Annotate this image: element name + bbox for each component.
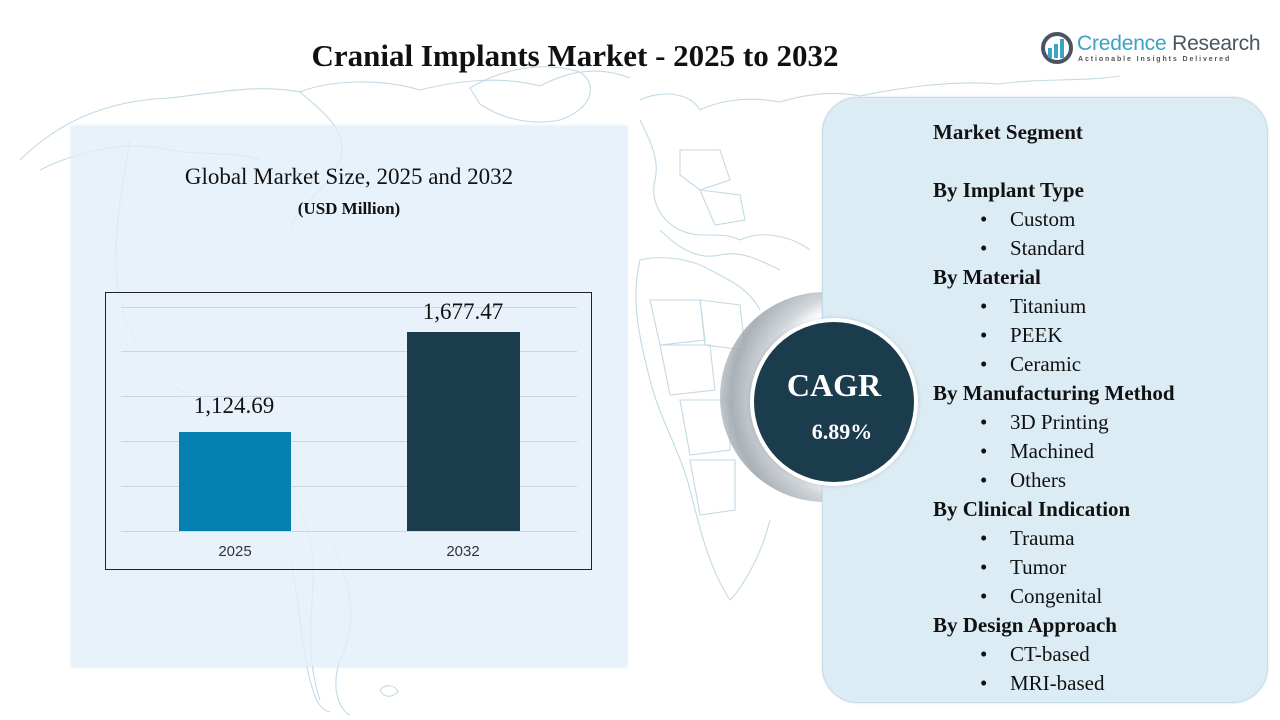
bullet-icon: • xyxy=(980,207,988,231)
segment-item: • Trauma xyxy=(933,524,1175,553)
bullet-icon: • xyxy=(980,352,988,376)
bullet-icon: • xyxy=(980,671,988,695)
bullet-icon: • xyxy=(980,439,988,463)
segment-item-label: MRI-based xyxy=(1010,671,1105,695)
gridline xyxy=(121,441,577,442)
segment-item-label: Custom xyxy=(1010,207,1076,231)
segment-item: • Machined xyxy=(933,437,1175,466)
segment-item-label: Ceramic xyxy=(1010,352,1082,376)
cagr-badge: CAGR 6.89% xyxy=(750,318,918,486)
segment-item: • Standard xyxy=(933,234,1175,263)
credence-research-logo: Credence Research Actionable Insights De… xyxy=(1040,31,1261,71)
bullet-icon: • xyxy=(980,584,988,608)
segment-group-design-approach: By Design Approach xyxy=(933,613,1117,637)
segment-item: • Congenital xyxy=(933,582,1175,611)
bullet-icon: • xyxy=(980,294,988,318)
bullet-icon: • xyxy=(980,555,988,579)
bullet-icon: • xyxy=(980,236,988,260)
cagr-label: CAGR xyxy=(786,367,882,403)
gridline xyxy=(121,396,577,397)
segment-item: • MRI-based xyxy=(933,669,1175,698)
logo-name-part2: Research xyxy=(1166,32,1261,55)
segment-item: • 3D Printing xyxy=(933,408,1175,437)
gridline xyxy=(121,351,577,352)
segment-item-label: Machined xyxy=(1010,439,1094,463)
bar-2032[interactable] xyxy=(407,332,520,531)
bullet-icon: • xyxy=(980,526,988,550)
segment-panel-title: Market Segment xyxy=(933,120,1083,144)
segment-item: • Titanium xyxy=(933,292,1175,321)
bar-2025[interactable] xyxy=(179,432,291,531)
segment-item: • Ceramic xyxy=(933,350,1175,379)
x-axis-label-2032: 2032 xyxy=(446,543,480,560)
bar-chart: 1,124.69 1,677.47 2025 2032 xyxy=(105,292,592,570)
bullet-icon: • xyxy=(980,468,988,492)
segment-item: • CT-based xyxy=(933,640,1175,669)
segment-item-label: 3D Printing xyxy=(1010,410,1109,434)
segment-group-clinical-indication: By Clinical Indication xyxy=(933,497,1131,521)
gridline xyxy=(121,307,577,308)
segment-group-material: By Material xyxy=(933,265,1041,289)
segment-item-label: Titanium xyxy=(1010,294,1087,318)
segment-item: • PEEK xyxy=(933,321,1175,350)
gridline xyxy=(121,486,577,487)
x-axis-label-2025: 2025 xyxy=(218,543,252,560)
segment-item-label: Trauma xyxy=(1010,526,1075,550)
segment-item-label: Tumor xyxy=(1010,555,1067,579)
segment-group-manufacturing-method: By Manufacturing Method xyxy=(933,381,1175,405)
segment-item-label: CT-based xyxy=(1010,642,1090,666)
bar-value-label-2025: 1,124.69 xyxy=(193,393,275,418)
bullet-icon: • xyxy=(980,323,988,347)
segment-item: • Tumor xyxy=(933,553,1175,582)
segment-item-label: Congenital xyxy=(1010,584,1103,608)
logo-name-part1: Credence xyxy=(1077,32,1167,55)
chart-unit-subtitle: (USD Million) xyxy=(297,199,401,218)
segment-item: • Custom xyxy=(933,205,1175,234)
page-title: Cranial Implants Market - 2025 to 2032 xyxy=(311,38,839,73)
bullet-icon: • xyxy=(980,642,988,666)
segment-list: By Implant Type • Custom • Standard By Mat… xyxy=(933,176,1175,698)
logo-wordmark: Credence Research xyxy=(1077,32,1261,56)
segment-item-label: Others xyxy=(1010,468,1066,492)
cagr-value: 6.89% xyxy=(811,419,873,444)
bullet-icon: • xyxy=(980,410,988,434)
segment-item-label: Standard xyxy=(1010,236,1085,260)
segment-item: • Others xyxy=(933,466,1175,495)
segment-group-implant-type: By Implant Type xyxy=(933,178,1084,202)
bar-chart-circle-icon xyxy=(1041,32,1073,64)
bar-value-label-2032: 1,677.47 xyxy=(422,299,504,324)
logo-tagline: Actionable Insights Delivered xyxy=(1078,56,1232,63)
chart-baseline xyxy=(121,531,577,532)
segment-item-label: PEEK xyxy=(1010,323,1063,347)
chart-title: Global Market Size, 2025 and 2032 xyxy=(184,164,514,189)
